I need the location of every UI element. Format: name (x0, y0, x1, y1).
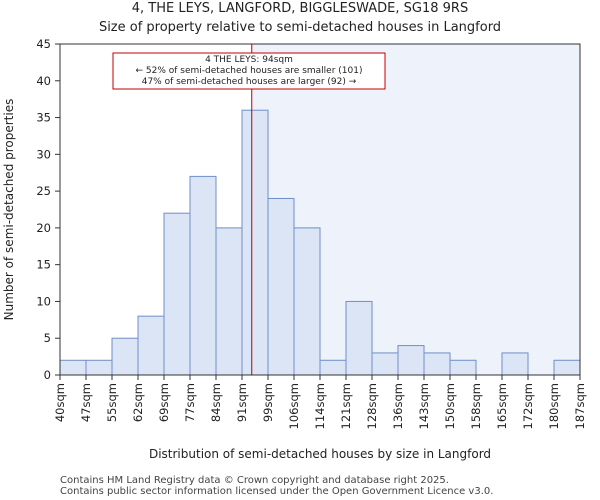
x-axis: 40sqm 47sqm 55sqm 62sqm 69sqm 77sqm 84sqm 91sqm… (53, 375, 587, 429)
x-tick-label-47sqm: 47sqm (79, 383, 93, 422)
bar-62sqm (137, 315, 165, 376)
y-axis: 0 5 10 15 20 25 30 35 40 45 (36, 37, 60, 382)
y-tick-label-40: 40 (36, 74, 51, 88)
bar-91sqm (241, 109, 269, 376)
x-tick-label-62sqm: 62sqm (131, 383, 145, 422)
y-tick-label-10: 10 (36, 294, 51, 308)
x-tick-label-91sqm: 91sqm (235, 383, 249, 422)
x-axis-label: Distribution of semi-detached houses by … (149, 447, 491, 461)
annotation-line2: ← 52% of semi-detached houses are smalle… (136, 66, 363, 76)
y-tick-label-20: 20 (36, 221, 51, 235)
x-tick-label-143sqm: 143sqm (417, 383, 431, 429)
x-tick-label-69sqm: 69sqm (157, 383, 171, 422)
x-tick-label-150sqm: 150sqm (443, 383, 457, 429)
footer-line2: Contains public sector information licen… (60, 486, 493, 497)
bar-128sqm (371, 352, 399, 376)
bar-77sqm (189, 175, 217, 376)
x-tick-label-187sqm: 187sqm (573, 383, 587, 429)
bar-47sqm (85, 359, 113, 376)
x-tick-label-55sqm: 55sqm (105, 383, 119, 422)
x-tick-label-84sqm: 84sqm (209, 383, 223, 422)
footer-line1: Contains HM Land Registry data © Crown c… (60, 475, 449, 486)
y-tick-label-0: 0 (44, 368, 51, 382)
bar-106sqm (293, 227, 321, 376)
bar-40sqm (59, 359, 87, 376)
x-tick-label-99sqm: 99sqm (261, 383, 275, 422)
annotation-box: 4 THE LEYS: 94sqm ← 52% of semi-detached… (112, 52, 386, 90)
x-tick-label-114sqm: 114sqm (313, 383, 327, 429)
annotation-frame (112, 52, 386, 90)
bar-84sqm (215, 227, 243, 376)
y-tick-label-15: 15 (36, 258, 51, 272)
bar-180sqm (553, 359, 581, 376)
bar-121sqm (345, 300, 373, 376)
bar-165sqm (501, 352, 529, 376)
annotation-line1: 4 THE LEYS: 94sqm (205, 55, 293, 65)
x-tick-label-40sqm: 40sqm (53, 383, 67, 422)
bar-143sqm (423, 352, 451, 376)
y-axis-label: Number of semi-detached properties (2, 99, 16, 321)
x-tick-label-172sqm: 172sqm (521, 383, 535, 429)
x-tick-label-180sqm: 180sqm (547, 383, 561, 429)
bar-114sqm (319, 359, 347, 376)
x-tick-label-158sqm: 158sqm (469, 383, 483, 429)
chart-title-line2: Size of property relative to semi-detach… (99, 20, 501, 35)
y-tick-label-30: 30 (36, 147, 51, 161)
bar-69sqm (163, 212, 191, 376)
x-tick-label-121sqm: 121sqm (339, 383, 353, 429)
bars-group (59, 109, 581, 376)
y-tick-label-35: 35 (36, 111, 51, 125)
bar-55sqm (111, 337, 139, 376)
y-tick-label-45: 45 (36, 37, 51, 51)
x-tick-label-128sqm: 128sqm (365, 383, 379, 429)
x-tick-label-106sqm: 106sqm (287, 383, 301, 429)
bar-99sqm (267, 197, 295, 376)
annotation-line3: 47% of semi-detached houses are larger (… (142, 77, 357, 87)
chart-title-line1: 4, THE LEYS, LANGFORD, BIGGLESWADE, SG18… (132, 1, 468, 16)
x-tick-label-165sqm: 165sqm (495, 383, 509, 429)
x-tick-label-136sqm: 136sqm (391, 383, 405, 429)
bar-136sqm (397, 345, 425, 376)
y-tick-label-5: 5 (44, 331, 51, 345)
x-tick-label-77sqm: 77sqm (183, 383, 197, 422)
bar-150sqm (449, 359, 477, 376)
y-tick-label-25: 25 (36, 184, 51, 198)
